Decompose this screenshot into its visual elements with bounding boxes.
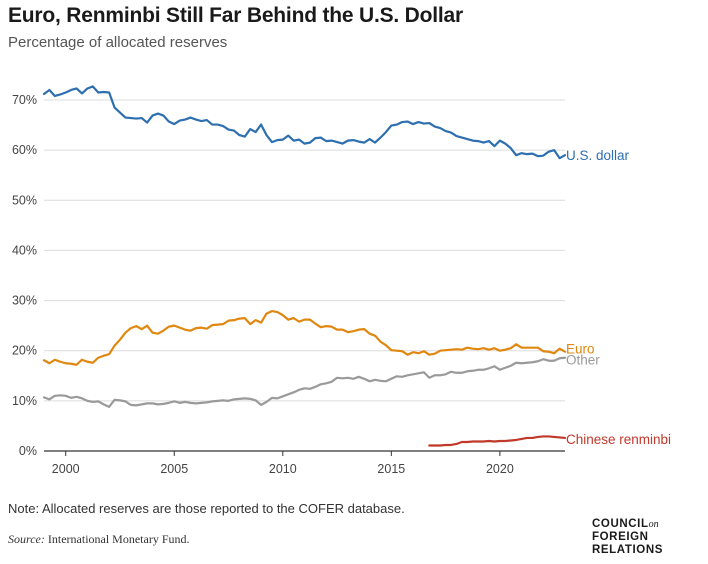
series-label-u-s-dollar: U.S. dollar [566,148,630,163]
y-tick-label: 0% [19,444,37,458]
series-line-other [42,356,567,408]
cfr-logo: COUNCILon FOREIGN RELATIONS [592,518,663,557]
series-line-euro [42,310,567,366]
chart-note: Note: Allocated reserves are those repor… [8,501,405,516]
source-label: Source: [8,532,45,546]
chart-source: Source: International Monetary Fund. [8,532,190,547]
y-tick-label: 60% [12,143,37,157]
x-tick-label: 2015 [377,462,405,476]
logo-line-1: COUNCIL [592,518,649,530]
y-tick-label: 20% [12,344,37,358]
line-chart: 0% 10% 20% 30% 40% 50% 60% 70% 2000 2005 2010 2015 2… [12,85,671,476]
chart-subtitle: Percentage of allocated reserves [8,34,228,51]
y-tick-label: 40% [12,243,37,257]
series-layer [42,85,567,447]
series-line-u-s-dollar [42,85,567,160]
x-tick-label: 2000 [52,462,80,476]
y-tick-label: 30% [12,294,37,308]
grid-layer [44,99,565,452]
logo-line-3: RELATIONS [592,544,663,556]
x-tick-label: 2020 [486,462,514,476]
series-label-chinese-renminbi: Chinese renminbi [566,432,671,447]
logo-on: on [648,519,659,530]
series-label-euro: Euro [566,342,595,357]
x-tick-label: 2010 [269,462,297,476]
logo-line-2: FOREIGN [592,531,649,543]
x-tick-label: 2005 [160,462,188,476]
source-text: International Monetary Fund. [47,532,190,546]
y-tick-label: 50% [12,193,37,207]
chart-title: Euro, Renminbi Still Far Behind the U.S.… [8,4,463,27]
y-tick-label: 10% [12,394,37,408]
axis-layer: 0% 10% 20% 30% 40% 50% 60% 70% 2000 2005 2010 2015 2… [12,93,514,476]
series-line-chinese-renminbi [428,435,567,447]
series-label-other: Other [566,353,600,368]
y-tick-label: 70% [12,93,37,107]
